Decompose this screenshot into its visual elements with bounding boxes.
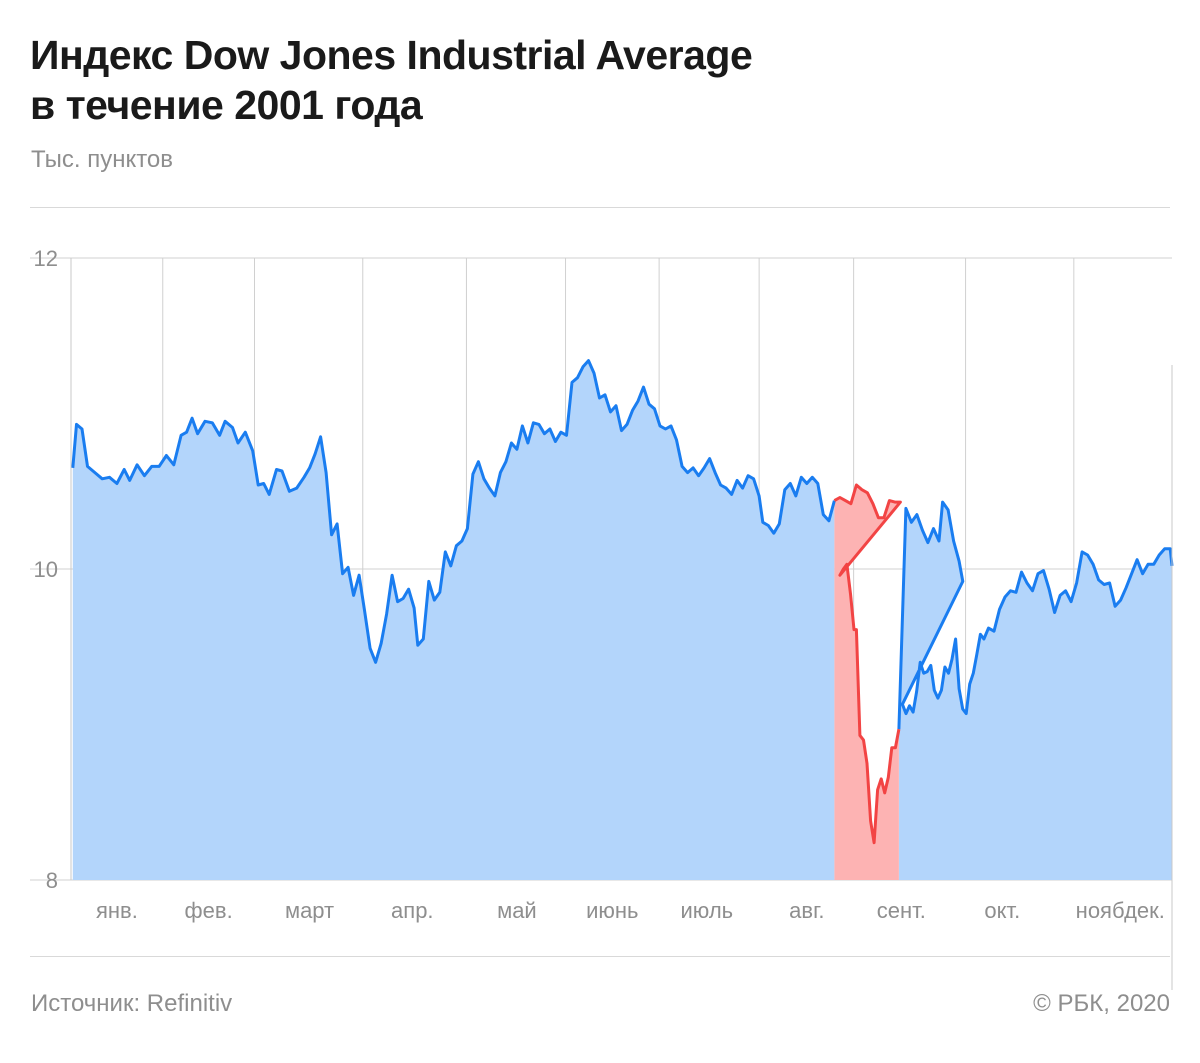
area-fill-highlight <box>834 485 901 880</box>
x-tick-label: март <box>285 898 334 923</box>
x-tick-label: апр. <box>391 898 434 923</box>
y-tick-label: 12 <box>34 246 58 271</box>
y-tick-labels: 8 10 12 <box>34 246 58 893</box>
x-tick-label: нояб. <box>1076 898 1131 923</box>
x-tick-label: июнь <box>586 898 638 923</box>
bottom-divider <box>30 956 1170 957</box>
y-tick-label: 10 <box>34 557 58 582</box>
x-tick-label: сент. <box>877 898 926 923</box>
series-line-highlight <box>833 483 902 845</box>
x-tick-label: июль <box>681 898 734 923</box>
x-tick-label: авг. <box>789 898 824 923</box>
y-tick-label: 8 <box>46 868 58 893</box>
chart-subtitle: Тыс. пунктов <box>31 146 174 173</box>
x-tick-label: май <box>497 898 537 923</box>
top-divider <box>30 207 1170 208</box>
x-tick-label: янв. <box>96 898 138 923</box>
source-note: Источник: Refinitiv <box>31 990 233 1017</box>
series-line-main <box>71 359 1174 730</box>
x-tick-label: дек. <box>1124 898 1165 923</box>
area-fill-main <box>72 360 1172 881</box>
x-tick-labels: янв. фев. март апр. май июнь июль авг. сент. окт.… <box>96 898 1165 923</box>
x-tick-label: окт. <box>984 898 1020 923</box>
copyright-note: © РБК, 2020 <box>1033 990 1170 1017</box>
x-tick-label: фев. <box>185 898 233 923</box>
chart-title: Индекс Dow Jones Industrial Average в те… <box>30 32 753 128</box>
